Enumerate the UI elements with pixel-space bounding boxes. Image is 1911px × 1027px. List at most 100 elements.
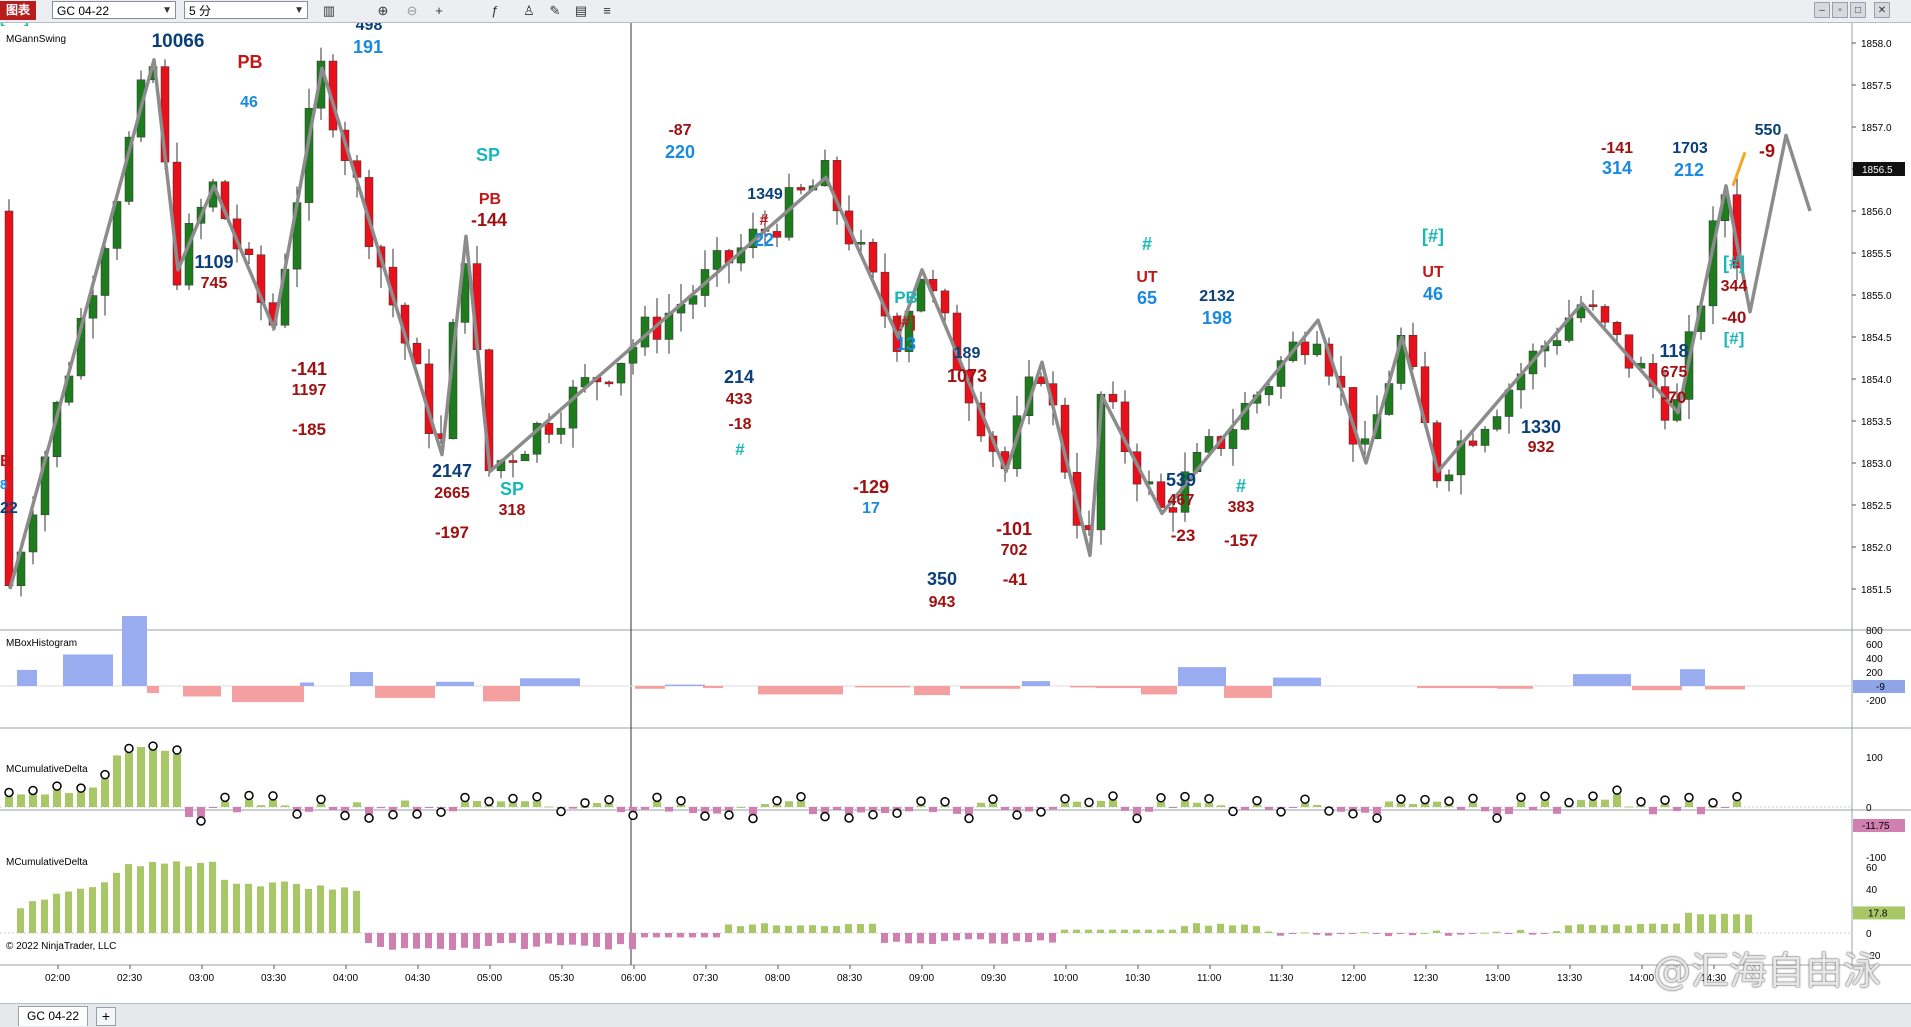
cd2-bar	[257, 886, 264, 933]
chart-canvas[interactable]: B 8 22 10066 PB 46 498 191 1109 745 -141 1197 -185 SP…	[0, 23, 1911, 1003]
cd2-bar	[689, 933, 696, 938]
box-histogram-bar	[63, 654, 113, 686]
cd1-bar	[509, 802, 517, 807]
candle-down	[1108, 393, 1118, 403]
properties-icon[interactable]: ▤	[574, 3, 588, 18]
cd1-marker	[508, 793, 518, 804]
cd1-marker	[1036, 807, 1046, 817]
time-tick-label: 06:00	[621, 973, 646, 984]
cd1-bar	[1529, 807, 1537, 811]
indicators-icon[interactable]: ƒ	[491, 3, 499, 18]
cd1-bar	[521, 801, 529, 807]
swing-annotation: 2132	[1199, 288, 1235, 305]
bar-type-icon[interactable]: ▥	[322, 3, 336, 18]
box-histogram-bar	[1497, 686, 1533, 689]
price-tick-label: 1854.0	[1861, 375, 1892, 386]
cd1-bar	[593, 802, 601, 807]
cd1-bar	[1385, 801, 1393, 807]
cd1-marker	[1108, 791, 1118, 801]
cd1-bar	[605, 803, 613, 807]
cd1-bar	[1121, 807, 1129, 811]
more-icon[interactable]: ≡	[603, 3, 611, 18]
swing-annotation: 220	[665, 142, 695, 162]
sub-panels-layer	[0, 616, 1852, 950]
swing-annotation: -41	[1003, 570, 1028, 589]
instrument-select[interactable]: GC 04-22 ▼	[52, 1, 176, 19]
cd2-bar	[341, 887, 348, 933]
cd1-bar	[413, 807, 421, 811]
minimize-icon[interactable]: –	[1814, 2, 1830, 18]
cd2-bar	[1637, 923, 1644, 933]
cd1-marker	[580, 798, 590, 808]
maximize-icon[interactable]: □	[1850, 2, 1866, 18]
cd1-bar	[917, 805, 925, 807]
cd1-marker	[76, 783, 86, 793]
box-histogram-bar	[960, 686, 1020, 689]
interval-select[interactable]: 5 分 ▼	[184, 1, 308, 19]
candle-down	[412, 342, 422, 365]
crosshair-icon[interactable]: +	[435, 3, 443, 18]
cd2-bar	[821, 926, 828, 933]
restore-icon[interactable]: ▫	[1832, 2, 1848, 18]
close-icon[interactable]: ✕	[1874, 2, 1890, 18]
add-tab-button[interactable]: +	[96, 1007, 116, 1026]
cd1-bar	[1469, 802, 1477, 807]
drawing-tools-icon[interactable]: ✎	[549, 3, 561, 18]
swing-annotation: 539	[1166, 470, 1196, 490]
cd2-bar	[713, 933, 720, 938]
cd1-bar	[737, 806, 745, 808]
axes-layer: 1858.0 1857.5 1857.0 1856.5 1856.0 1855.5 1855…	[45, 39, 1905, 984]
cd2-bar	[965, 933, 972, 940]
cd1-bar	[545, 806, 553, 808]
cd2-bar	[185, 866, 192, 933]
candle-up	[916, 279, 926, 312]
swing-annotation: [PB]	[0, 23, 29, 26]
swing-annotation: 1349	[747, 186, 783, 203]
cd1-marker	[364, 813, 374, 823]
cd1-marker	[220, 792, 230, 803]
cd2-bar	[1445, 933, 1452, 936]
swing-annotation: -70	[1662, 388, 1687, 407]
cd2-bar	[137, 866, 144, 933]
cd2-bar	[593, 933, 600, 947]
cd2-bar	[1697, 914, 1704, 933]
strategies-icon[interactable]: ♙	[523, 3, 535, 18]
cd1-marker	[1180, 791, 1190, 802]
cd1-marker	[1564, 797, 1574, 808]
swing-annotation: 13	[896, 334, 916, 354]
time-tick-label: 10:00	[1053, 973, 1078, 984]
cd2-bar	[629, 933, 636, 950]
cd2-bar	[461, 933, 468, 948]
cd2-bar	[281, 881, 288, 933]
cd2-bar	[269, 882, 276, 933]
box-tick-label: 400	[1866, 654, 1883, 665]
cd2-bar	[1073, 929, 1080, 933]
box-histogram-bar	[483, 686, 520, 702]
zoom-out-icon[interactable]: ⊖	[406, 3, 418, 18]
cd2-bar	[929, 933, 936, 944]
zoom-in-icon[interactable]: ⊕	[377, 3, 389, 18]
cd1-bar	[1541, 800, 1549, 807]
box-histogram-bar	[1632, 686, 1682, 691]
cd1-marker	[892, 808, 902, 819]
swing-annotation: 2665	[434, 485, 470, 502]
chart-title-button[interactable]: 图表	[0, 1, 37, 20]
cd2-bar	[1529, 933, 1536, 935]
cd1-bar	[1649, 807, 1657, 815]
cd2-bar	[17, 908, 24, 933]
cd2-bar	[1361, 932, 1368, 934]
cd1-bar	[1361, 807, 1369, 813]
candle-up	[1492, 416, 1502, 430]
cd2-bar	[1385, 933, 1392, 937]
box-histogram-bar	[300, 682, 314, 686]
cd2-bar	[797, 925, 804, 933]
cd1-bar	[1733, 800, 1741, 807]
swing-annotation: [#]	[1723, 253, 1745, 273]
cd2-bar	[1097, 929, 1104, 933]
cd1-bar	[1445, 805, 1453, 807]
cd2-bar	[1049, 933, 1056, 943]
tab-gc-04-22[interactable]: GC 04-22	[18, 1006, 89, 1026]
box-histogram-bar	[350, 672, 373, 686]
cd1-bar	[449, 807, 457, 812]
box-histogram-bar	[436, 681, 474, 686]
